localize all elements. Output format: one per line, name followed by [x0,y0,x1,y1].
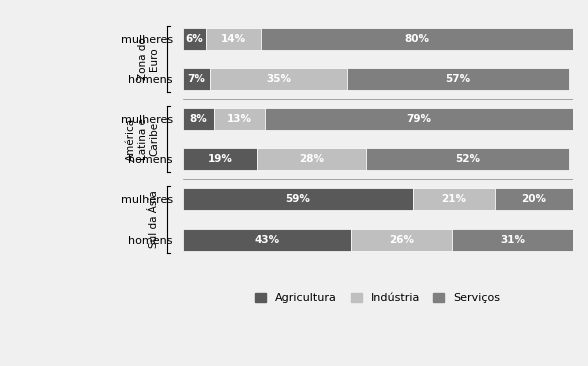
Text: 13%: 13% [227,114,252,124]
Text: 57%: 57% [445,74,470,84]
Bar [413,188,495,210]
Text: 79%: 79% [406,114,432,124]
Text: Sul da Ásia: Sul da Ásia [149,191,159,249]
Text: 26%: 26% [389,235,414,244]
Text: 21%: 21% [442,194,466,205]
Text: 20%: 20% [522,194,546,205]
Text: 14%: 14% [221,34,246,44]
Text: 28%: 28% [299,154,324,164]
Text: 6%: 6% [186,34,203,44]
Bar [257,148,366,170]
Bar [346,68,569,90]
Bar [366,148,569,170]
Text: 52%: 52% [455,154,480,164]
Bar [210,68,346,90]
Bar [214,108,265,130]
Bar [183,28,206,50]
Text: 59%: 59% [285,194,310,205]
Legend: Agricultura, Indústria, Serviços: Agricultura, Indústria, Serviços [251,288,505,308]
Text: 35%: 35% [266,74,291,84]
Bar [183,68,210,90]
Bar [183,228,350,251]
Bar [495,188,573,210]
Text: 7%: 7% [188,74,205,84]
Bar [260,28,573,50]
Bar [452,228,573,251]
Text: 43%: 43% [254,235,279,244]
Text: 19%: 19% [208,154,232,164]
Text: Zona do
Euro: Zona do Euro [138,38,159,81]
Bar [183,148,257,170]
Text: 8%: 8% [189,114,207,124]
Bar [183,188,413,210]
Bar [350,228,452,251]
Bar [206,28,260,50]
Text: 80%: 80% [405,34,429,44]
Text: 31%: 31% [500,235,525,244]
Bar [183,108,214,130]
Text: América
Latina e
Caribe: América Latina e Caribe [126,118,159,161]
Bar [265,108,573,130]
